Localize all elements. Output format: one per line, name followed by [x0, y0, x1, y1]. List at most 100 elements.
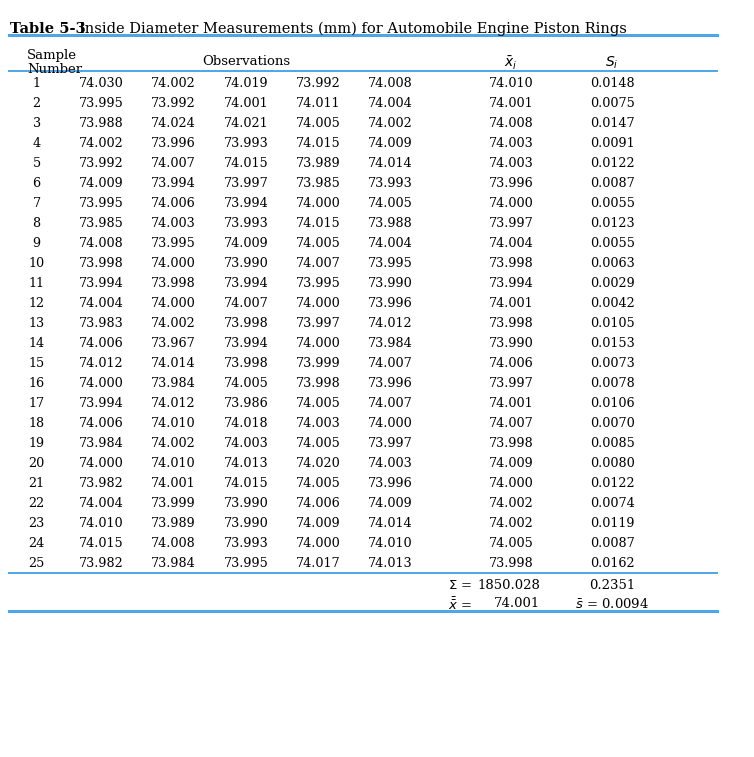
Text: 0.0153: 0.0153 — [590, 337, 635, 350]
Text: 73.984: 73.984 — [151, 377, 196, 390]
Text: 74.000: 74.000 — [151, 297, 196, 310]
Text: 74.006: 74.006 — [151, 197, 196, 210]
Text: 74.011: 74.011 — [296, 97, 340, 110]
Text: 74.001: 74.001 — [494, 597, 540, 610]
Text: Number: Number — [27, 63, 82, 76]
Text: 74.000: 74.000 — [296, 337, 341, 350]
Text: 73.985: 73.985 — [78, 217, 124, 230]
Text: 74.009: 74.009 — [489, 457, 533, 470]
Text: 74.000: 74.000 — [79, 377, 124, 390]
Text: 74.007: 74.007 — [223, 297, 268, 310]
Text: 74.012: 74.012 — [152, 397, 196, 410]
Text: 74.012: 74.012 — [368, 317, 412, 330]
Text: 73.990: 73.990 — [489, 337, 533, 350]
Text: 1850.028: 1850.028 — [477, 579, 540, 592]
Text: 74.002: 74.002 — [489, 497, 533, 510]
Text: 74.005: 74.005 — [368, 197, 413, 210]
Text: 0.0147: 0.0147 — [590, 117, 635, 130]
Text: 73.997: 73.997 — [489, 377, 533, 390]
Text: 0.0119: 0.0119 — [590, 517, 634, 530]
Text: 74.003: 74.003 — [489, 157, 533, 170]
Text: 74.003: 74.003 — [296, 417, 341, 430]
Text: 74.003: 74.003 — [151, 217, 196, 230]
Text: 74.004: 74.004 — [79, 497, 124, 510]
Text: 73.995: 73.995 — [223, 557, 268, 570]
Text: $\bar{\bar{x}}$ =: $\bar{\bar{x}}$ = — [449, 597, 473, 613]
Text: 11: 11 — [29, 277, 44, 290]
Text: 73.982: 73.982 — [79, 477, 124, 490]
Text: 73.994: 73.994 — [79, 277, 124, 290]
Text: 74.014: 74.014 — [368, 157, 412, 170]
Text: 74.013: 74.013 — [223, 457, 268, 470]
Text: 74.010: 74.010 — [489, 77, 533, 90]
Text: 74.015: 74.015 — [223, 477, 268, 490]
Text: 73.997: 73.997 — [368, 437, 413, 450]
Text: 74.002: 74.002 — [368, 117, 413, 130]
Text: 0.0123: 0.0123 — [590, 217, 635, 230]
Text: 74.005: 74.005 — [296, 397, 341, 410]
Text: 73.985: 73.985 — [296, 177, 341, 190]
Text: 0.0087: 0.0087 — [590, 177, 635, 190]
Text: 73.993: 73.993 — [223, 537, 268, 550]
Text: 74.008: 74.008 — [489, 117, 533, 130]
Text: 73.992: 73.992 — [151, 97, 196, 110]
Text: 74.002: 74.002 — [151, 77, 196, 90]
Text: 73.984: 73.984 — [368, 337, 413, 350]
Text: 74.002: 74.002 — [151, 437, 196, 450]
Text: 0.0091: 0.0091 — [590, 137, 635, 150]
Text: 74.004: 74.004 — [368, 237, 413, 250]
Text: 74.000: 74.000 — [79, 457, 124, 470]
Text: 19: 19 — [29, 437, 44, 450]
Text: 73.994: 73.994 — [223, 337, 268, 350]
Text: 74.009: 74.009 — [79, 177, 124, 190]
Text: $S_i$: $S_i$ — [605, 55, 619, 71]
Text: 74.008: 74.008 — [79, 237, 124, 250]
Text: 23: 23 — [29, 517, 44, 530]
Text: 74.007: 74.007 — [489, 417, 533, 430]
Text: 73.999: 73.999 — [296, 357, 341, 370]
Text: 74.006: 74.006 — [79, 417, 124, 430]
Text: 74.010: 74.010 — [152, 417, 196, 430]
Text: 0.0106: 0.0106 — [590, 397, 635, 410]
Text: 73.992: 73.992 — [79, 157, 124, 170]
Text: 20: 20 — [29, 457, 44, 470]
Text: 73.988: 73.988 — [79, 117, 124, 130]
Text: Inside Diameter Measurements (mm) for Automobile Engine Piston Rings: Inside Diameter Measurements (mm) for Au… — [79, 22, 627, 36]
Text: 74.008: 74.008 — [151, 537, 196, 550]
Text: 74.014: 74.014 — [152, 357, 196, 370]
Text: 73.990: 73.990 — [223, 517, 268, 530]
Text: 13: 13 — [29, 317, 44, 330]
Text: 5: 5 — [32, 157, 41, 170]
Text: 74.000: 74.000 — [296, 197, 341, 210]
Text: 74.013: 74.013 — [368, 557, 412, 570]
Text: 73.998: 73.998 — [223, 357, 268, 370]
Text: $\Sigma$ =: $\Sigma$ = — [448, 579, 473, 592]
Text: 22: 22 — [29, 497, 44, 510]
Text: 4: 4 — [32, 137, 41, 150]
Text: 12: 12 — [29, 297, 44, 310]
Text: 0.0078: 0.0078 — [590, 377, 635, 390]
Text: 73.995: 73.995 — [368, 257, 413, 270]
Text: 74.021: 74.021 — [223, 117, 268, 130]
Text: 74.009: 74.009 — [368, 137, 413, 150]
Text: 73.967: 73.967 — [151, 337, 196, 350]
Text: 24: 24 — [29, 537, 44, 550]
Text: 73.995: 73.995 — [296, 277, 341, 290]
Text: 74.001: 74.001 — [223, 97, 268, 110]
Text: 74.005: 74.005 — [296, 477, 341, 490]
Text: 73.998: 73.998 — [489, 437, 533, 450]
Text: 74.008: 74.008 — [368, 77, 413, 90]
Text: 74.000: 74.000 — [296, 537, 341, 550]
Text: 74.015: 74.015 — [296, 217, 341, 230]
Text: 73.995: 73.995 — [151, 237, 196, 250]
Text: 74.003: 74.003 — [489, 137, 533, 150]
Text: 73.993: 73.993 — [223, 137, 268, 150]
Text: 73.993: 73.993 — [223, 217, 268, 230]
Text: 2: 2 — [32, 97, 41, 110]
Text: 74.009: 74.009 — [368, 497, 413, 510]
Text: 73.996: 73.996 — [151, 137, 196, 150]
Text: 73.990: 73.990 — [223, 257, 268, 270]
Text: 73.998: 73.998 — [489, 557, 533, 570]
Text: 73.989: 73.989 — [151, 517, 196, 530]
Text: 74.001: 74.001 — [489, 97, 533, 110]
